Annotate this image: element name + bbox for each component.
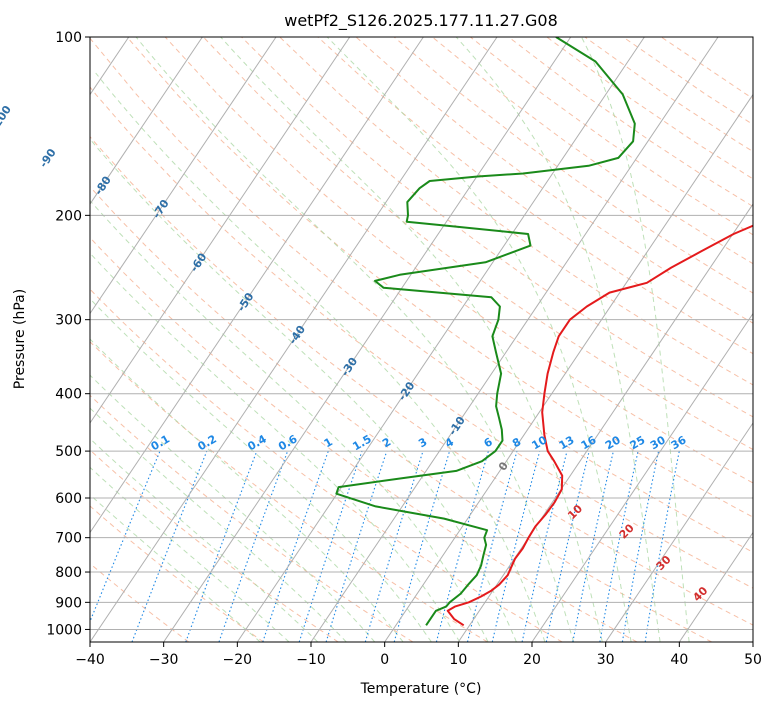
x-tick-label: 20 [523,652,541,668]
mixing-ratio-line [298,450,363,642]
isotherm-line [678,531,753,642]
mixing-ratio-line [262,450,329,642]
moist-adiabat-line [90,298,432,642]
x-axis: −40 −30 −20 −10 0 10 20 30 40 50 [75,642,762,668]
isotherm-line [310,37,719,642]
x-tick-label: 10 [449,652,467,668]
moist-adiabat-line [90,374,376,642]
y-tick-label: 900 [55,595,82,611]
isotherm-line [90,37,498,642]
mixing-ratio-line [521,450,568,642]
dewpoint-profile-line [335,37,636,626]
isotherm-line [90,37,424,534]
dry-adiabat-line [90,86,753,589]
moist-adiabat-line [90,252,461,642]
moist-adiabat-line [90,494,261,642]
y-tick-label: 400 [55,387,82,403]
mixing-ratio-line [572,450,614,642]
x-tick-label: 0 [380,652,389,668]
moist-adiabat-line [455,37,661,642]
x-tick-label: −10 [296,652,326,668]
dry-adiabat-line [90,135,753,626]
mixing-ratio-line [131,450,208,642]
moist-adiabat-line [90,199,489,642]
isotherm-line [384,93,753,642]
isotherm-line [90,37,351,424]
x-tick-label: −30 [149,652,179,668]
mixing-ratio-line [90,450,161,624]
mixing-ratio-line [435,450,489,642]
dry-adiabat-line [90,37,753,553]
moist-adiabat-line [326,37,632,642]
moist-adiabat-line [90,466,290,642]
x-tick-label: −20 [223,652,253,668]
dry-adiabat-line [355,37,753,324]
moist-adiabat-line [90,407,347,642]
mixing-ratio-line [218,450,289,642]
plot-frame [89,36,754,643]
temperature-profile-line [446,224,753,627]
mixing-ratio-line [325,450,388,642]
isotherm-line [236,37,645,642]
mixing-ratio-line [364,450,424,642]
dry-adiabat-line [90,186,712,642]
x-tick-label: 30 [597,652,615,668]
x-axis-title: Temperature (°C) [360,681,482,697]
y-tick-label: 100 [55,30,82,46]
x-tick-label: 50 [744,652,762,668]
profile-series [335,37,753,627]
y-tick-label: 300 [55,313,82,329]
moist-adiabat-line [90,338,404,642]
y-tick-label: 700 [55,531,82,547]
y-tick-label: 200 [55,208,82,224]
pressure-gridlines [90,37,753,630]
x-tick-label: 40 [670,652,688,668]
x-tick-label: −40 [75,652,105,668]
moist-adiabat-line [90,437,319,642]
mixing-ratio-line [466,450,518,642]
y-axis-title: Pressure (hPa) [12,289,28,389]
isotherm-line [531,312,753,642]
mixing-ratio-line [545,450,590,642]
moist-adiabat-line [90,138,517,642]
chart-title: wetPf2_S126.2025.177.11.27.G08 [284,11,558,31]
dry-adiabat-line [90,288,563,642]
y-tick-label: 600 [55,491,82,507]
y-tick-label: 500 [55,444,82,460]
isotherm-line [163,37,572,642]
y-tick-label: 800 [55,565,82,581]
y-axis: 100 200 300 400 500 600 700 800 900 1000 [46,30,90,638]
dry-adiabats [90,37,753,642]
isotherm-line [605,422,753,642]
dry-adiabat-line [202,37,753,451]
dry-adiabat-line [279,37,753,386]
isotherm-line [90,37,203,205]
dry-adiabat-line [90,236,638,642]
isotherm-line [90,37,277,315]
y-tick-label: 1000 [46,622,82,638]
dry-adiabat-line [164,37,753,484]
moist-adiabat-line [135,37,575,642]
mixing-ratio-line [185,450,258,642]
